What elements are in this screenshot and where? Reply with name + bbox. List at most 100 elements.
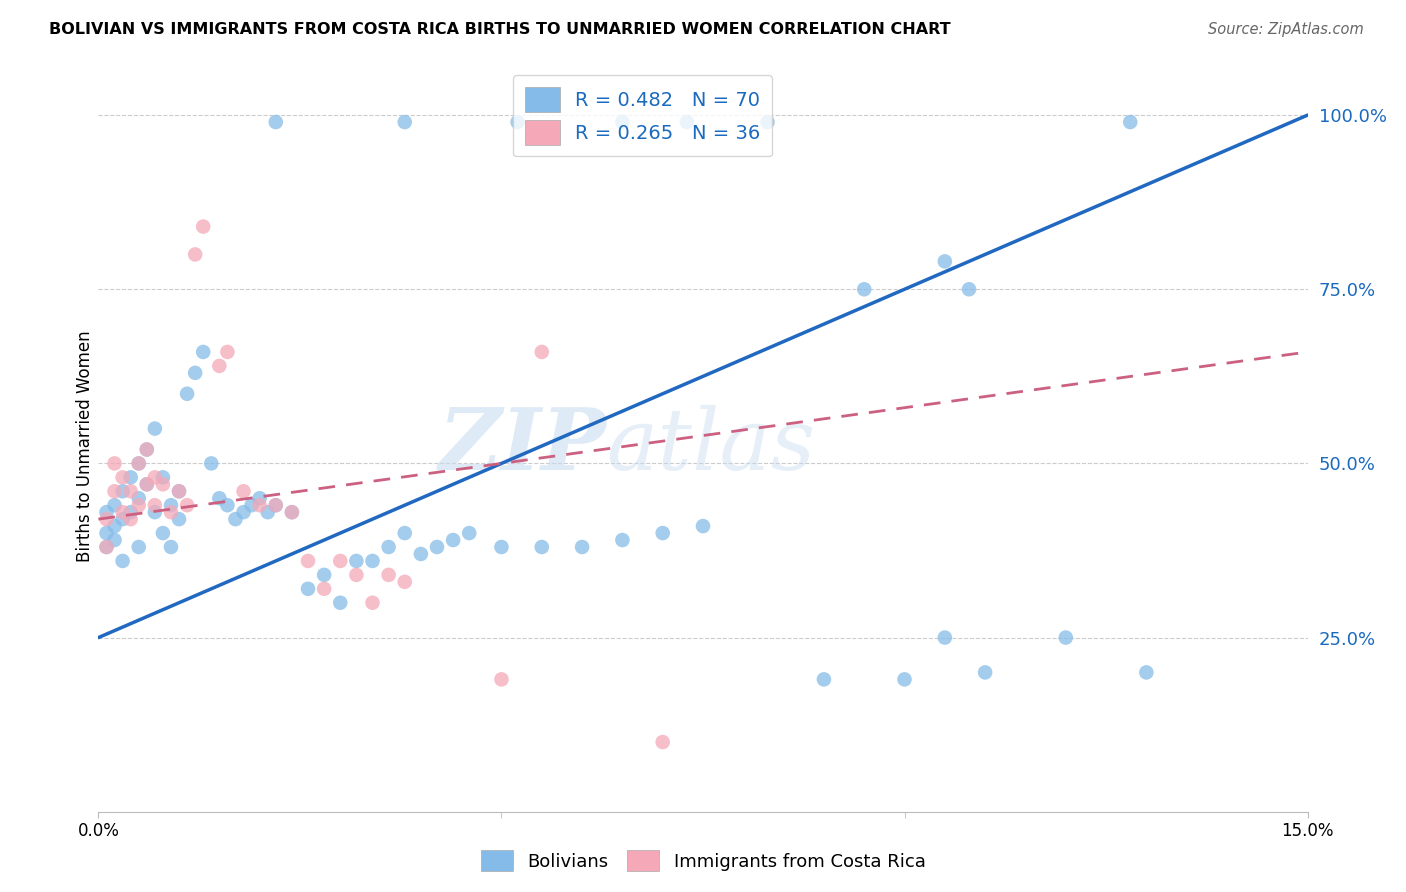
Point	[506, 115, 529, 129]
Point	[377, 567, 399, 582]
Legend: R = 0.482   N = 70, R = 0.265   N = 36: R = 0.482 N = 70, R = 0.265 N = 36	[513, 75, 772, 156]
Point	[96, 526, 118, 541]
Point	[111, 484, 134, 499]
Point	[128, 498, 150, 512]
Point	[128, 457, 150, 471]
Point	[120, 484, 142, 499]
Point	[612, 115, 634, 129]
Point	[176, 386, 198, 401]
Point	[264, 498, 287, 512]
Point	[458, 526, 481, 541]
Point	[491, 540, 513, 554]
Point	[394, 574, 416, 589]
Point	[297, 554, 319, 568]
Point	[676, 115, 699, 129]
Point	[143, 421, 166, 435]
Point	[314, 567, 336, 582]
Point	[128, 540, 150, 554]
Point	[361, 554, 384, 568]
Point	[314, 582, 336, 596]
Point	[103, 484, 125, 499]
Point	[167, 512, 190, 526]
Point	[329, 554, 352, 568]
Point	[160, 540, 183, 554]
Point	[612, 533, 634, 547]
Point	[934, 254, 956, 268]
Point	[893, 673, 915, 687]
Point	[651, 526, 673, 541]
Point	[103, 533, 125, 547]
Text: atlas: atlas	[606, 405, 815, 487]
Point	[96, 512, 118, 526]
Point	[256, 505, 278, 519]
Point	[530, 345, 553, 359]
Point	[692, 519, 714, 533]
Point	[160, 498, 183, 512]
Point	[853, 282, 876, 296]
Point	[297, 582, 319, 596]
Point	[103, 498, 125, 512]
Point	[103, 457, 125, 471]
Point	[135, 442, 157, 457]
Point	[111, 554, 134, 568]
Point	[344, 554, 367, 568]
Point	[249, 491, 271, 506]
Point	[152, 470, 174, 484]
Point	[184, 366, 207, 380]
Point	[111, 470, 134, 484]
Point	[217, 345, 239, 359]
Point	[103, 519, 125, 533]
Point	[128, 457, 150, 471]
Point	[96, 540, 118, 554]
Point	[152, 526, 174, 541]
Point	[176, 498, 198, 512]
Point	[96, 540, 118, 554]
Point	[651, 735, 673, 749]
Point	[249, 498, 271, 512]
Point	[571, 540, 593, 554]
Point	[394, 526, 416, 541]
Point	[240, 498, 263, 512]
Point	[1119, 115, 1142, 129]
Point	[224, 512, 246, 526]
Point	[135, 477, 157, 491]
Point	[264, 498, 287, 512]
Point	[120, 512, 142, 526]
Point	[264, 115, 287, 129]
Point	[120, 505, 142, 519]
Point	[394, 115, 416, 129]
Point	[184, 247, 207, 261]
Point	[152, 477, 174, 491]
Point	[344, 567, 367, 582]
Point	[135, 442, 157, 457]
Point	[329, 596, 352, 610]
Point	[530, 540, 553, 554]
Point	[934, 631, 956, 645]
Text: ZIP: ZIP	[439, 404, 606, 488]
Point	[1054, 631, 1077, 645]
Text: BOLIVIAN VS IMMIGRANTS FROM COSTA RICA BIRTHS TO UNMARRIED WOMEN CORRELATION CHA: BOLIVIAN VS IMMIGRANTS FROM COSTA RICA B…	[49, 22, 950, 37]
Point	[143, 498, 166, 512]
Y-axis label: Births to Unmarried Women: Births to Unmarried Women	[76, 330, 94, 562]
Point	[1135, 665, 1157, 680]
Point	[111, 512, 134, 526]
Point	[208, 491, 231, 506]
Point	[281, 505, 304, 519]
Text: Source: ZipAtlas.com: Source: ZipAtlas.com	[1208, 22, 1364, 37]
Point	[208, 359, 231, 373]
Legend: Bolivians, Immigrants from Costa Rica: Bolivians, Immigrants from Costa Rica	[474, 843, 932, 879]
Point	[111, 505, 134, 519]
Point	[756, 115, 779, 129]
Point	[957, 282, 980, 296]
Point	[167, 484, 190, 499]
Point	[426, 540, 449, 554]
Point	[441, 533, 464, 547]
Point	[281, 505, 304, 519]
Point	[409, 547, 432, 561]
Point	[491, 673, 513, 687]
Point	[160, 505, 183, 519]
Point	[193, 219, 215, 234]
Point	[167, 484, 190, 499]
Point	[143, 505, 166, 519]
Point	[232, 505, 254, 519]
